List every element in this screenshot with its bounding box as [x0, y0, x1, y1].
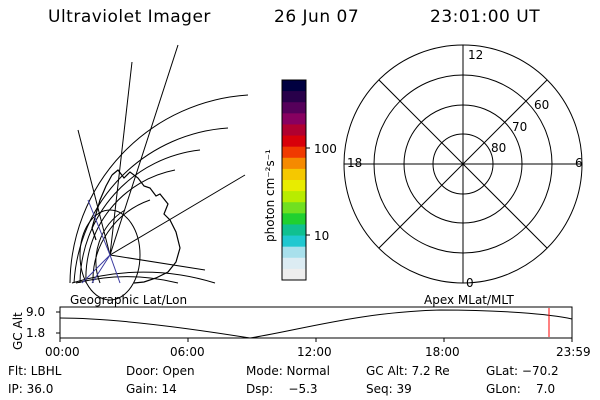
colorbar-segment: [282, 213, 306, 225]
instrument-title: Ultraviolet Imager: [48, 7, 211, 27]
x-tick-label-1200: 12:00: [297, 345, 332, 359]
status-gc-alt: GC Alt: 7.2 Re: [366, 364, 450, 378]
status-filter: Flt: LBHL: [8, 364, 62, 378]
colorbar-segment: [282, 224, 306, 237]
colorbar-segment: [282, 135, 306, 148]
color-tick-10: 10: [314, 229, 330, 243]
color-scale-axis-label: photon cm⁻²s⁻¹: [263, 149, 277, 242]
mlat-label-70: 70: [512, 120, 528, 134]
colorbar-segment: [282, 91, 306, 103]
colorbar-segment: [282, 157, 306, 170]
colorbar-segment: [282, 113, 306, 125]
status-glon: GLon: 7.0: [486, 382, 556, 396]
x-tick-label-2359: 23:59: [556, 345, 591, 359]
colorbar-segment: [282, 202, 306, 214]
colorbar-segment: [282, 268, 306, 281]
apex-title: Apex MLat/MLT: [424, 293, 514, 307]
colorbar-segment: [282, 168, 306, 181]
status-ip: IP: 36.0: [8, 382, 54, 396]
colorbar-segment: [282, 191, 306, 203]
polar-diagonal-b: [378, 79, 548, 249]
mlat-label-80: 80: [491, 141, 507, 155]
altitude-curve: [59, 309, 573, 339]
mlt-label-6: 6: [575, 156, 583, 170]
colorbar-segment: [282, 80, 306, 92]
colorbar-segment: [282, 235, 306, 248]
color-scale-axis-label-svg: photon cm⁻²s⁻¹: [263, 149, 277, 242]
y-tick-label-9: 9.0: [26, 305, 46, 319]
status-glat: GLat: −70.2: [486, 364, 559, 378]
colorbar-frame: [281, 79, 307, 281]
status-door: Door: Open: [126, 364, 195, 378]
colorbar-segment: [282, 102, 306, 114]
x-tick-label-0000: 00:00: [45, 345, 80, 359]
status-seq: Seq: 39: [366, 382, 412, 396]
x-tick-label-1800: 18:00: [425, 345, 460, 359]
x-tick-label-0600: 06:00: [170, 345, 205, 359]
geographic-title: Geographic Lat/Lon: [70, 293, 188, 307]
colorbar-segment: [282, 124, 306, 137]
mlt-label-18: 18: [347, 156, 363, 170]
mlt-label-0: 0: [466, 276, 474, 290]
status-mode: Mode: Normal: [246, 364, 330, 378]
colorbar-segment: [282, 257, 306, 270]
gc-alt-axis-label: GC Alt: [11, 312, 25, 350]
color-scale-bar: [281, 79, 310, 281]
colorbar-segment: [282, 146, 306, 159]
status-gain: Gain: 14: [126, 382, 177, 396]
mlat-label-60: 60: [534, 98, 550, 112]
time-label: 23:01:00 UT: [430, 7, 541, 27]
status-dsp: Dsp: −5.3: [246, 382, 318, 396]
y-tick-label-18: 1.8: [26, 326, 46, 340]
mlt-label-12: 12: [468, 48, 484, 62]
color-tick-100: 100: [314, 142, 337, 156]
colorbar-segment: [282, 246, 306, 259]
date-label: 26 Jun 07: [274, 7, 360, 27]
colorbar-segment: [282, 180, 306, 192]
